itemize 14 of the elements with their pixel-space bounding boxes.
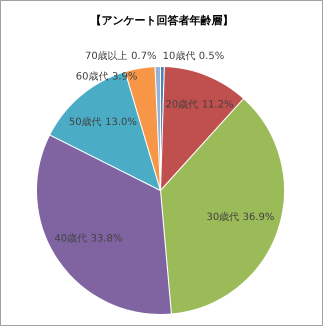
data-label: 11.2% — [202, 100, 234, 111]
data-label: 0.7% — [131, 51, 157, 62]
slice-label: 50歳代 — [68, 116, 102, 128]
data-label: 0.5% — [198, 51, 224, 62]
data-label: 36.9% — [242, 212, 274, 224]
data-label: 13.0% — [105, 116, 137, 128]
slice-label: 60歳代 — [76, 70, 109, 82]
chart-title: 【アンケート回答者年齢層】 — [90, 14, 234, 27]
slice-label: 40歳代 — [54, 232, 88, 245]
slice-label: 30歳代 — [206, 211, 240, 224]
slice-label: 20歳代 — [166, 98, 198, 111]
slice-label: 10歳代 — [162, 50, 196, 62]
data-label: 33.8% — [90, 234, 122, 245]
slice-label: 70歳以上 — [84, 50, 128, 62]
